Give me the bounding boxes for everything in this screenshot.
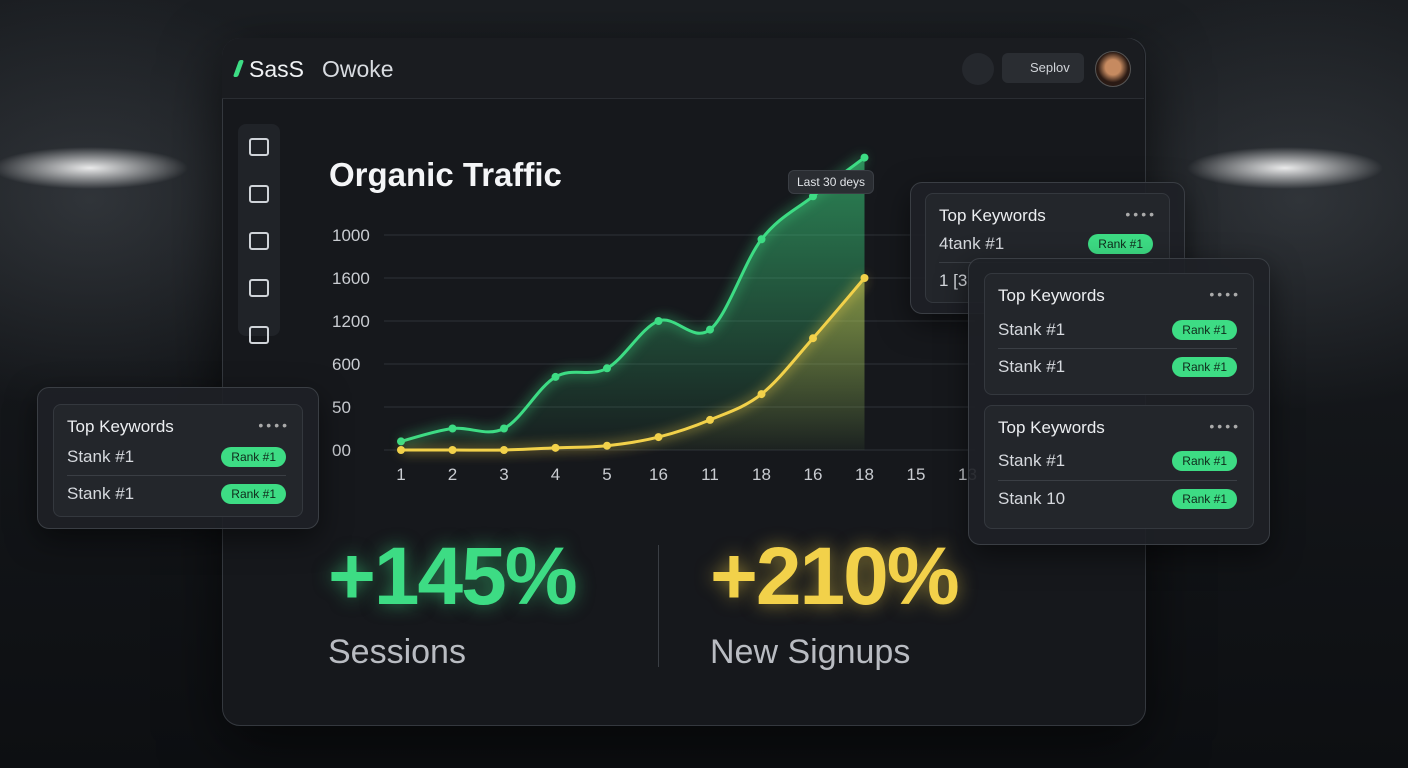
data-point	[551, 372, 560, 381]
data-point	[397, 437, 405, 446]
menu-dots[interactable]: ••••	[258, 417, 290, 433]
x-tick-label: 3	[499, 465, 508, 484]
annotation: Last 30 deys	[788, 170, 875, 194]
series-line	[400, 277, 866, 452]
y-tick-label: 1600	[332, 269, 370, 288]
x-tick-label: 2	[448, 465, 457, 484]
keyword-card: Top Keywords •••• Stank #1 Rank #1 Stank #…	[53, 404, 303, 517]
data-point	[654, 317, 663, 325]
x-tick-label: 16	[804, 465, 823, 484]
chart-title: Organic Traffic	[329, 156, 562, 193]
data-point	[397, 446, 405, 454]
x-tick-label: 5	[602, 465, 611, 484]
x-tick-label: 16	[649, 465, 668, 484]
keyword: Stank #1	[998, 357, 1066, 376]
data-point	[654, 433, 663, 442]
series-area	[401, 157, 865, 450]
nav-grid[interactable]	[249, 279, 269, 297]
data-point	[706, 415, 714, 424]
menu-dots[interactable]: ••••	[1209, 286, 1241, 302]
keyword-row: Stank #1 Rank #1	[67, 475, 286, 512]
y-tick-label: 50	[332, 398, 351, 417]
card-title: Top Keywords	[998, 418, 1105, 437]
y-tick-label: 1000	[332, 226, 370, 245]
logo-text[interactable]: SasS	[249, 56, 304, 82]
data-point	[809, 334, 817, 343]
card-title: Top Keywords	[67, 417, 174, 436]
x-tick-label: 1	[396, 465, 405, 484]
data-point	[603, 441, 611, 450]
stat-label: Sessions	[328, 633, 466, 671]
data-point	[757, 235, 766, 244]
x-tick-label: 18	[855, 465, 874, 484]
app-name: Owoke	[322, 56, 394, 82]
data-point	[448, 424, 457, 433]
data-point	[706, 325, 714, 334]
rank-badge: Rank #1	[1172, 489, 1237, 509]
nav-home[interactable]	[249, 138, 269, 156]
y-tick-label: 00	[332, 441, 351, 460]
nav-edit[interactable]	[249, 232, 269, 250]
stat-value: +145%	[328, 531, 578, 622]
rank-badge: Rank #1	[1172, 320, 1237, 340]
stat-value: +210%	[710, 531, 960, 622]
x-tick-label: 15	[907, 465, 926, 484]
keyword: Stank 10	[998, 489, 1066, 508]
keyword: Stank #1	[67, 484, 135, 503]
keyword: Stank #1	[67, 447, 135, 466]
data-point	[551, 443, 560, 452]
card-title: Top Keywords	[998, 286, 1105, 305]
keyword-row: Stank #1 Rank #1	[998, 312, 1237, 348]
nav-globe[interactable]	[249, 185, 269, 203]
keyword-row: Stank #1 Rank #1	[998, 348, 1237, 385]
search-icon-button[interactable]	[962, 53, 994, 85]
keyword: 4tank #1	[939, 234, 1005, 253]
x-tick-label: 18	[752, 465, 771, 484]
menu-dots[interactable]: ••••	[1125, 206, 1157, 222]
avatar[interactable]	[1095, 51, 1131, 87]
series-line	[400, 156, 866, 443]
keyword-row: 4tank #1 Rank #1	[939, 226, 1153, 262]
search-button[interactable]: Seplov	[1002, 53, 1084, 83]
y-tick-label: 600	[332, 355, 360, 374]
data-point	[860, 274, 869, 282]
keyword-row: Stank #1 Rank #1	[998, 443, 1237, 479]
data-point	[500, 424, 508, 433]
data-point	[757, 390, 766, 399]
keyword: Stank #1	[998, 451, 1066, 470]
rank-badge: Rank #1	[1172, 451, 1237, 471]
rank-badge: Rank #1	[1172, 357, 1237, 377]
keyword-row: Stank 10 Rank #1	[998, 480, 1237, 517]
keyword-row: Stank #1 Rank #1	[67, 439, 286, 475]
keyword: Stank #1	[998, 320, 1066, 339]
stat-label: New Signups	[710, 633, 911, 671]
rank-badge: Rank #1	[221, 484, 286, 504]
sidebar	[238, 124, 280, 344]
data-point	[448, 446, 457, 454]
data-point	[603, 364, 611, 373]
divider	[658, 545, 659, 667]
x-tick-label: 11	[701, 465, 719, 484]
rank-badge: Rank #1	[221, 447, 286, 467]
data-point	[809, 192, 817, 201]
keyword: 1 [3	[939, 271, 968, 290]
menu-dots[interactable]: ••••	[1209, 418, 1241, 434]
keyword-card: Top Keywords •••• Stank #1 Rank #1 Stank #…	[984, 273, 1254, 395]
y-tick-label: 1200	[332, 312, 370, 331]
series-area	[401, 278, 865, 451]
keyword-card: Top Keywords •••• Stank #1 Rank #1 Stank 1…	[984, 405, 1254, 529]
x-tick-label: 4	[551, 465, 560, 484]
rank-badge: Rank #1	[1088, 234, 1153, 254]
nav-camera[interactable]	[249, 326, 269, 344]
data-point	[860, 153, 869, 162]
logo[interactable]: SasS	[232, 56, 304, 83]
card-title: Top Keywords	[939, 206, 1046, 225]
data-point	[500, 446, 508, 454]
